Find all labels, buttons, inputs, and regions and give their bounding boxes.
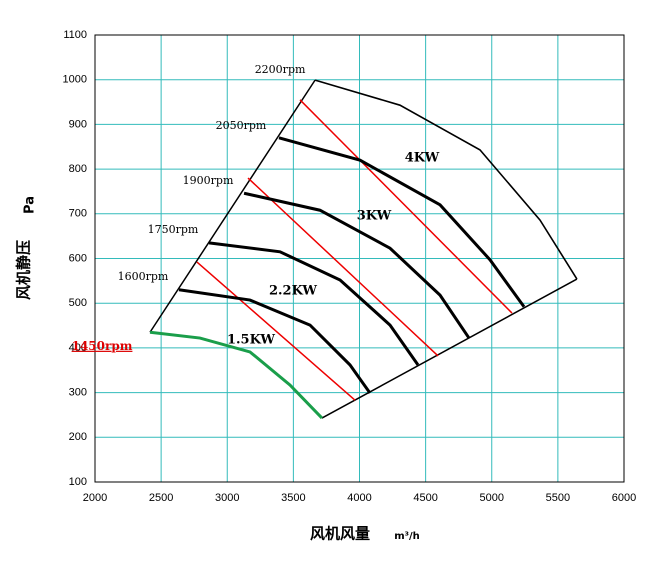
y-tick-label: 1100 — [63, 29, 87, 41]
rpm-curve — [243, 191, 471, 339]
y-tick-label: 600 — [69, 252, 87, 264]
series-label: 1750rpm — [148, 223, 199, 236]
x-tick-label: 5000 — [480, 492, 504, 504]
y-tick-label: 800 — [69, 163, 87, 175]
power-line — [247, 177, 439, 357]
x-tick-label: 6000 — [612, 492, 636, 504]
series-label: 1900rpm — [183, 174, 234, 187]
rpm-curve — [149, 330, 324, 420]
y-tick-label: 1000 — [63, 74, 87, 86]
y-axis-label: 风机静压 — [15, 240, 33, 300]
power-line — [196, 261, 356, 401]
rpm-curve — [278, 136, 526, 308]
y-tick-label: 500 — [69, 297, 87, 309]
x-tick-label: 3000 — [215, 492, 239, 504]
series-label: 1450rpm — [72, 339, 133, 353]
rpm-curve — [314, 79, 578, 280]
x-axis-unit: m³/h — [394, 531, 420, 542]
y-tick-label: 400 — [69, 342, 87, 354]
y-tick-label: 300 — [69, 387, 87, 399]
rpm-curve — [178, 288, 372, 394]
plot-frame — [94, 34, 625, 483]
x-tick-label: 4000 — [347, 492, 371, 504]
series-label: 1600rpm — [118, 270, 169, 283]
power-label: 4KW — [405, 151, 440, 166]
boundary — [149, 79, 316, 333]
x-tick-label: 4500 — [413, 492, 437, 504]
boundary — [321, 278, 578, 419]
y-tick-label: 900 — [69, 118, 87, 130]
power-label: 3KW — [357, 209, 392, 224]
rpm-curve — [208, 241, 420, 366]
x-tick-label: 2500 — [149, 492, 173, 504]
x-axis-label: 风机风量 — [310, 525, 370, 543]
power-label: 2.2KW — [269, 284, 317, 299]
y-axis-unit: Pa — [23, 196, 38, 214]
y-tick-label: 200 — [69, 431, 87, 443]
series-label: 2050rpm — [216, 119, 267, 132]
series-label: 2200rpm — [255, 63, 306, 76]
x-tick-label: 5500 — [546, 492, 570, 504]
x-tick-label: 3500 — [281, 492, 305, 504]
y-tick-label: 700 — [69, 208, 87, 220]
power-label: 1.5KW — [227, 333, 275, 348]
y-tick-label: 100 — [69, 476, 87, 488]
x-tick-label: 2000 — [83, 492, 107, 504]
power-line — [299, 99, 513, 314]
